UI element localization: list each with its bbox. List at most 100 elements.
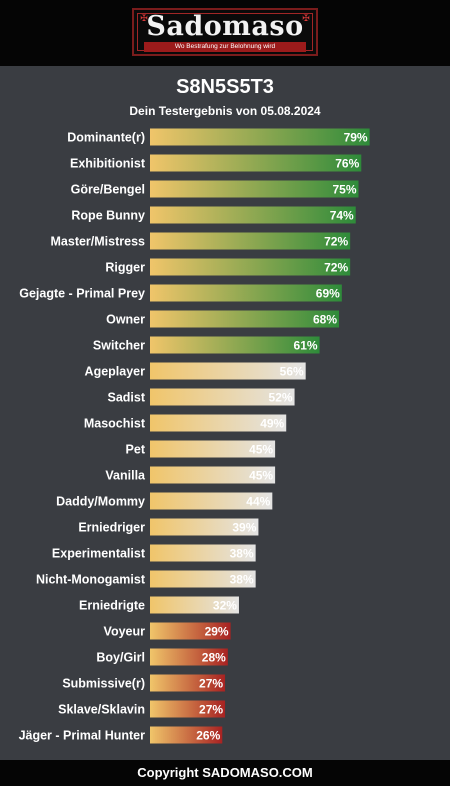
bar-green bbox=[150, 310, 340, 328]
footer-copyright: Copyright SADOMASO.COM bbox=[0, 760, 450, 786]
value-label: 27% bbox=[199, 677, 223, 691]
category-label: Exhibitionist bbox=[70, 157, 146, 171]
category-label: Sklave/Sklavin bbox=[58, 703, 145, 717]
bar-neutral bbox=[150, 362, 306, 380]
chart-row: Voyeur 29% bbox=[104, 622, 231, 640]
value-label: 45% bbox=[249, 443, 273, 457]
value-label: 72% bbox=[324, 261, 348, 275]
value-label: 49% bbox=[260, 417, 284, 431]
bar-neutral bbox=[150, 466, 276, 484]
value-label: 28% bbox=[202, 651, 226, 665]
category-label: Rope Bunny bbox=[71, 209, 145, 223]
category-label: Experimentalist bbox=[52, 547, 146, 561]
value-label: 75% bbox=[332, 183, 356, 197]
chart-row: Boy/Girl 28% bbox=[96, 648, 228, 666]
chart-row: Erniedriger 39% bbox=[78, 518, 259, 536]
result-bar-chart: Dominante(r) 79% Exhibitionist 76% Göre/Beng… bbox=[19, 128, 370, 744]
bar-neutral bbox=[150, 544, 256, 562]
bar-neutral bbox=[150, 440, 276, 458]
bar-green bbox=[150, 232, 351, 250]
result-title: S8N5S5T3 bbox=[176, 76, 274, 98]
bar-neutral bbox=[150, 492, 273, 510]
value-label: 56% bbox=[280, 365, 304, 379]
bar-red bbox=[150, 726, 223, 744]
category-label: Nicht-Monogamist bbox=[36, 573, 146, 587]
result-subtitle: Dein Testergebnis von 05.08.2024 bbox=[129, 104, 321, 118]
site-logo[interactable]: ✠ ✠ Sadomaso Wo Bestrafung zur Belohnung… bbox=[132, 8, 318, 56]
chart-row: Dominante(r) 79% bbox=[67, 128, 370, 146]
chart-row: Master/Mistress 72% bbox=[51, 232, 351, 250]
value-label: 79% bbox=[344, 131, 368, 145]
bar-green bbox=[150, 154, 362, 172]
value-label: 61% bbox=[294, 339, 318, 353]
bar-green bbox=[150, 336, 320, 354]
bar-red bbox=[150, 700, 226, 718]
value-label: 44% bbox=[246, 495, 270, 509]
category-label: Sadist bbox=[107, 391, 145, 405]
value-label: 38% bbox=[230, 573, 254, 587]
category-label: Voyeur bbox=[104, 625, 146, 639]
bar-green bbox=[150, 180, 359, 198]
bar-green bbox=[150, 284, 342, 302]
value-label: 74% bbox=[330, 209, 354, 223]
chart-row: Erniedrigte 32% bbox=[79, 596, 239, 614]
category-label: Erniedriger bbox=[78, 521, 145, 535]
chart-row: Switcher 61% bbox=[93, 336, 320, 354]
value-label: 69% bbox=[316, 287, 340, 301]
chart-row: Gejagte - Primal Prey 69% bbox=[19, 284, 342, 302]
chart-row: Daddy/Mommy 44% bbox=[56, 492, 273, 510]
value-label: 45% bbox=[249, 469, 273, 483]
bar-red bbox=[150, 674, 226, 692]
chart-row: Jäger - Primal Hunter 26% bbox=[19, 726, 223, 744]
bar-neutral bbox=[150, 414, 287, 432]
category-label: Owner bbox=[106, 313, 145, 327]
value-label: 38% bbox=[230, 547, 254, 561]
value-label: 68% bbox=[313, 313, 337, 327]
logo-wordmark: Sadomaso bbox=[146, 11, 304, 42]
bar-red bbox=[150, 648, 228, 666]
chart-row: Rope Bunny 74% bbox=[71, 206, 356, 224]
category-label: Submissive(r) bbox=[62, 677, 145, 691]
category-label: Ageplayer bbox=[85, 365, 146, 379]
value-label: 72% bbox=[324, 235, 348, 249]
chart-row: Ageplayer 56% bbox=[85, 362, 306, 380]
chart-row: Submissive(r) 27% bbox=[62, 674, 226, 692]
category-label: Erniedrigte bbox=[79, 599, 145, 613]
chart-row: Vanilla 45% bbox=[105, 466, 276, 484]
chart-row: Rigger 72% bbox=[105, 258, 351, 276]
category-label: Masochist bbox=[84, 417, 146, 431]
chart-row: Masochist 49% bbox=[84, 414, 287, 432]
category-label: Dominante(r) bbox=[67, 131, 145, 145]
value-label: 32% bbox=[213, 599, 237, 613]
category-label: Jäger - Primal Hunter bbox=[19, 729, 146, 743]
category-label: Daddy/Mommy bbox=[56, 495, 145, 509]
category-label: Gejagte - Primal Prey bbox=[19, 287, 145, 301]
bar-neutral bbox=[150, 570, 256, 588]
bar-green bbox=[150, 206, 356, 224]
chart-row: Göre/Bengel 75% bbox=[71, 180, 359, 198]
chart-row: Nicht-Monogamist 38% bbox=[36, 570, 256, 588]
category-label: Göre/Bengel bbox=[71, 183, 145, 197]
category-label: Rigger bbox=[105, 261, 145, 275]
value-label: 76% bbox=[335, 157, 359, 171]
bar-green bbox=[150, 128, 370, 146]
bar-neutral bbox=[150, 388, 295, 406]
bar-green bbox=[150, 258, 351, 276]
value-label: 29% bbox=[205, 625, 229, 639]
bar-neutral bbox=[150, 596, 239, 614]
chart-row: Sklave/Sklavin 27% bbox=[58, 700, 226, 718]
bar-red bbox=[150, 622, 231, 640]
chart-row: Pet 45% bbox=[126, 440, 276, 458]
category-label: Vanilla bbox=[105, 469, 146, 483]
logo-ornament-icon: ✠ bbox=[302, 13, 310, 23]
category-label: Master/Mistress bbox=[51, 235, 146, 249]
chart-row: Owner 68% bbox=[106, 310, 340, 328]
header-bar: ✠ ✠ Sadomaso Wo Bestrafung zur Belohnung… bbox=[0, 0, 450, 66]
value-label: 27% bbox=[199, 703, 223, 717]
bar-neutral bbox=[150, 518, 259, 536]
category-label: Switcher bbox=[93, 339, 145, 353]
category-label: Boy/Girl bbox=[96, 651, 145, 665]
logo-tagline: Wo Bestrafung zur Belohnung wird bbox=[144, 42, 306, 52]
value-label: 26% bbox=[196, 729, 220, 743]
value-label: 52% bbox=[269, 391, 293, 405]
